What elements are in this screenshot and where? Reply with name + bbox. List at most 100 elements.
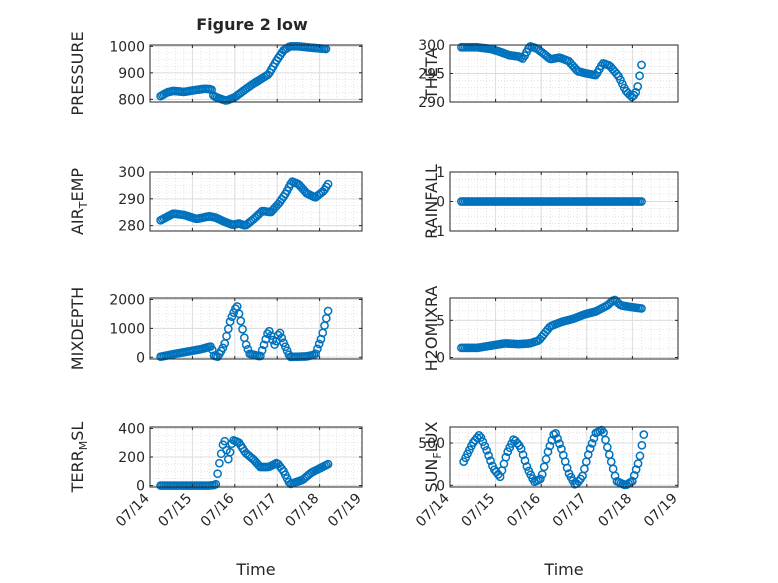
data-point bbox=[264, 326, 274, 336]
y-tick-label: 1000 bbox=[109, 39, 145, 55]
data-point bbox=[314, 339, 324, 349]
y-axis-label: THETA bbox=[422, 48, 441, 100]
data-point bbox=[520, 456, 530, 465]
data-point bbox=[637, 60, 646, 70]
data-point bbox=[211, 479, 221, 489]
scatter-series bbox=[156, 435, 333, 490]
data-point bbox=[207, 345, 217, 355]
y-axis-label: MIXDEPTH bbox=[68, 287, 87, 370]
data-point bbox=[282, 346, 292, 356]
data-point bbox=[516, 444, 526, 454]
data-point bbox=[541, 454, 551, 464]
data-point bbox=[313, 344, 322, 354]
data-point bbox=[478, 437, 488, 447]
data-point bbox=[547, 435, 557, 445]
y-tick-label: 0 bbox=[136, 350, 145, 366]
data-point bbox=[553, 434, 562, 443]
data-point bbox=[256, 351, 265, 361]
y-tick-label: 500 bbox=[418, 436, 445, 452]
data-point bbox=[279, 338, 288, 348]
y-axis-label: SUNFLUX bbox=[422, 421, 444, 492]
data-point bbox=[545, 441, 555, 451]
data-point bbox=[486, 456, 495, 466]
y-axis-label: TERRMSL bbox=[68, 422, 90, 494]
data-point bbox=[323, 459, 333, 469]
axes-box bbox=[449, 297, 679, 360]
y-tick-label: 290 bbox=[418, 95, 445, 111]
figure-title: Figure 2 low bbox=[196, 15, 308, 34]
data-point bbox=[238, 324, 247, 334]
y-tick-label: 300 bbox=[118, 165, 145, 181]
data-point bbox=[535, 474, 545, 484]
y-tick-label: 900 bbox=[118, 66, 145, 82]
subplot-1: 800 900 1000 PRESSURE bbox=[68, 31, 363, 116]
y-tick-label: 400 bbox=[118, 421, 145, 437]
data-point bbox=[484, 451, 493, 460]
data-point bbox=[518, 450, 528, 460]
data-point bbox=[505, 443, 515, 452]
y-tick-label: 290 bbox=[118, 192, 145, 208]
y-axis-label: RAINFALL bbox=[422, 164, 441, 239]
data-point bbox=[631, 88, 641, 97]
y-tick-label: 2000 bbox=[109, 292, 145, 308]
data-point bbox=[472, 433, 482, 443]
y-axis-label: AIRTEMP bbox=[68, 168, 90, 235]
x-axis-label: Time bbox=[235, 560, 275, 579]
data-point bbox=[257, 346, 267, 355]
data-point bbox=[543, 447, 553, 457]
data-point bbox=[539, 462, 549, 472]
data-point bbox=[215, 458, 224, 468]
scatter-series bbox=[156, 302, 333, 362]
data-point bbox=[277, 333, 287, 343]
data-point bbox=[236, 316, 246, 326]
data-point bbox=[639, 430, 649, 439]
data-point bbox=[562, 463, 572, 473]
data-point bbox=[637, 304, 646, 313]
data-point bbox=[482, 445, 492, 455]
data-point bbox=[501, 452, 511, 462]
scatter-series bbox=[459, 425, 649, 490]
data-point bbox=[225, 317, 235, 326]
scatter-series bbox=[156, 177, 333, 230]
y-tick-label: 0 bbox=[436, 195, 445, 211]
data-point bbox=[225, 447, 235, 457]
y-tick-label: 1000 bbox=[109, 321, 145, 337]
data-point bbox=[476, 433, 486, 442]
data-point bbox=[633, 459, 643, 468]
data-point bbox=[637, 197, 646, 206]
data-point bbox=[637, 440, 647, 450]
y-tick-label: 300 bbox=[418, 38, 445, 54]
data-point bbox=[241, 340, 251, 350]
y-axis-label: PRESSURE bbox=[68, 31, 87, 115]
data-point bbox=[218, 343, 228, 353]
data-point bbox=[474, 431, 484, 440]
scatter-series bbox=[457, 41, 646, 102]
data-point bbox=[551, 428, 561, 438]
data-point bbox=[311, 349, 320, 359]
data-point bbox=[522, 462, 532, 471]
data-point bbox=[259, 340, 269, 350]
data-point bbox=[268, 335, 278, 345]
y-tick-label: 0 bbox=[436, 478, 445, 494]
data-point bbox=[633, 82, 643, 91]
subplot-5: 0 1000 2000 MIXDEPTH bbox=[68, 287, 363, 370]
data-point bbox=[585, 444, 595, 453]
data-point bbox=[323, 179, 333, 189]
data-point bbox=[631, 465, 641, 474]
scatter-series bbox=[156, 41, 331, 105]
y-axis-label: H2OMIXRA bbox=[422, 286, 441, 372]
data-point bbox=[280, 342, 290, 352]
data-point bbox=[323, 306, 333, 316]
y-tick-label: 800 bbox=[118, 92, 145, 108]
y-tick-label: 0 bbox=[136, 479, 145, 495]
data-point bbox=[275, 328, 285, 338]
data-point bbox=[537, 470, 547, 479]
y-tick-label: 280 bbox=[118, 219, 145, 235]
data-point bbox=[503, 447, 513, 456]
x-axis-label: Time bbox=[543, 560, 583, 579]
scatter-series bbox=[457, 197, 646, 206]
